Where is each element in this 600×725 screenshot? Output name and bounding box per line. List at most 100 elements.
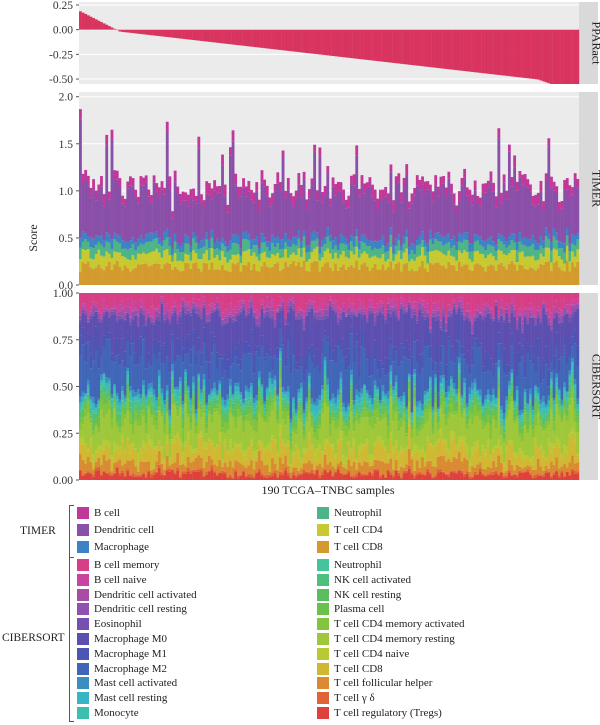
stack-segment — [297, 418, 301, 450]
stack-segment — [244, 398, 248, 400]
stack-segment — [534, 194, 538, 207]
stack-segment — [500, 203, 503, 236]
stack-segment — [115, 314, 119, 320]
stack-segment — [81, 173, 85, 184]
stack-segment — [218, 403, 222, 415]
stack-segment — [307, 189, 311, 199]
stack-segment — [139, 264, 143, 285]
bar — [400, 29, 403, 64]
stack-segment — [205, 415, 209, 422]
stack-segment — [357, 313, 361, 364]
stack-segment — [510, 396, 514, 402]
stack-segment — [368, 454, 372, 461]
stack-segment — [363, 394, 367, 399]
stack-segment — [200, 293, 203, 306]
stack-segment — [292, 244, 295, 253]
stack-segment — [173, 293, 177, 302]
stack-segment — [473, 416, 477, 443]
stack-segment — [479, 313, 482, 315]
stack-segment — [386, 298, 390, 303]
stack-segment — [392, 253, 395, 261]
stack-segment — [318, 416, 322, 423]
stack-segment — [213, 311, 217, 337]
stack-segment — [507, 264, 511, 285]
stack-segment — [218, 472, 222, 480]
stack-segment — [192, 188, 195, 201]
stack-segment — [357, 418, 361, 424]
stack-segment — [250, 398, 253, 406]
stack-segment — [115, 412, 119, 414]
stack-segment — [297, 317, 301, 320]
stack-segment — [213, 395, 217, 398]
stack-segment — [497, 385, 501, 391]
stack-segment — [576, 249, 580, 262]
stack-segment — [521, 265, 524, 285]
stack-segment — [463, 378, 467, 384]
stack-segment — [131, 476, 135, 480]
stack-segment — [381, 406, 385, 415]
stack-segment — [447, 317, 451, 337]
stack-segment — [507, 459, 511, 471]
stack-segment — [279, 258, 282, 271]
stack-segment — [279, 434, 282, 458]
stack-segment — [173, 356, 177, 363]
stack-segment — [468, 407, 472, 412]
stack-segment — [276, 394, 280, 397]
stack-segment — [426, 346, 430, 390]
stack-segment — [371, 307, 374, 310]
stack-segment — [394, 446, 398, 460]
stack-segment — [515, 181, 519, 191]
stack-segment — [205, 313, 209, 316]
stack-segment — [300, 354, 303, 367]
bar — [463, 29, 467, 72]
stack-segment — [207, 304, 211, 314]
stack-segment — [205, 239, 209, 251]
bar — [181, 29, 185, 39]
stack-segment — [505, 375, 509, 397]
stack-segment — [260, 405, 264, 418]
stack-segment — [92, 259, 95, 269]
bar — [405, 29, 409, 65]
stack-segment — [394, 470, 398, 480]
stack-segment — [410, 243, 414, 251]
stack-segment — [376, 257, 380, 270]
stack-segment — [192, 414, 195, 450]
stack-segment — [486, 423, 490, 439]
stack-segment — [402, 395, 406, 400]
stack-segment — [152, 415, 156, 426]
stack-segment — [121, 435, 124, 441]
stack-segment — [392, 394, 395, 398]
stack-segment — [226, 476, 230, 479]
stack-segment — [102, 394, 106, 405]
stack-segment — [223, 269, 227, 285]
stack-segment — [302, 236, 306, 248]
stack-segment — [297, 399, 301, 402]
stack-segment — [505, 405, 509, 408]
stack-segment — [373, 263, 377, 285]
stack-segment — [500, 314, 503, 316]
stack-segment — [405, 425, 409, 434]
stack-segment — [418, 354, 422, 375]
stack-segment — [284, 313, 288, 318]
stack-segment — [542, 240, 545, 249]
stack-segment — [110, 417, 114, 428]
stack-segment — [486, 475, 490, 480]
stack-segment — [407, 307, 411, 350]
stack-segment — [342, 474, 345, 480]
stack-segment — [365, 317, 369, 321]
stack-segment — [205, 421, 209, 424]
stack-segment — [165, 470, 169, 480]
stack-segment — [471, 401, 474, 406]
bar — [260, 29, 264, 48]
stack-segment — [218, 293, 222, 304]
stack-segment — [426, 330, 430, 347]
stack-segment — [363, 313, 367, 315]
bar — [105, 24, 109, 30]
stack-segment — [479, 343, 482, 347]
stack-segment — [492, 408, 495, 410]
stack-segment — [179, 396, 182, 398]
stack-segment — [460, 397, 464, 400]
stack-segment — [263, 475, 267, 478]
stack-segment — [489, 315, 493, 319]
stack-segment — [126, 439, 130, 461]
